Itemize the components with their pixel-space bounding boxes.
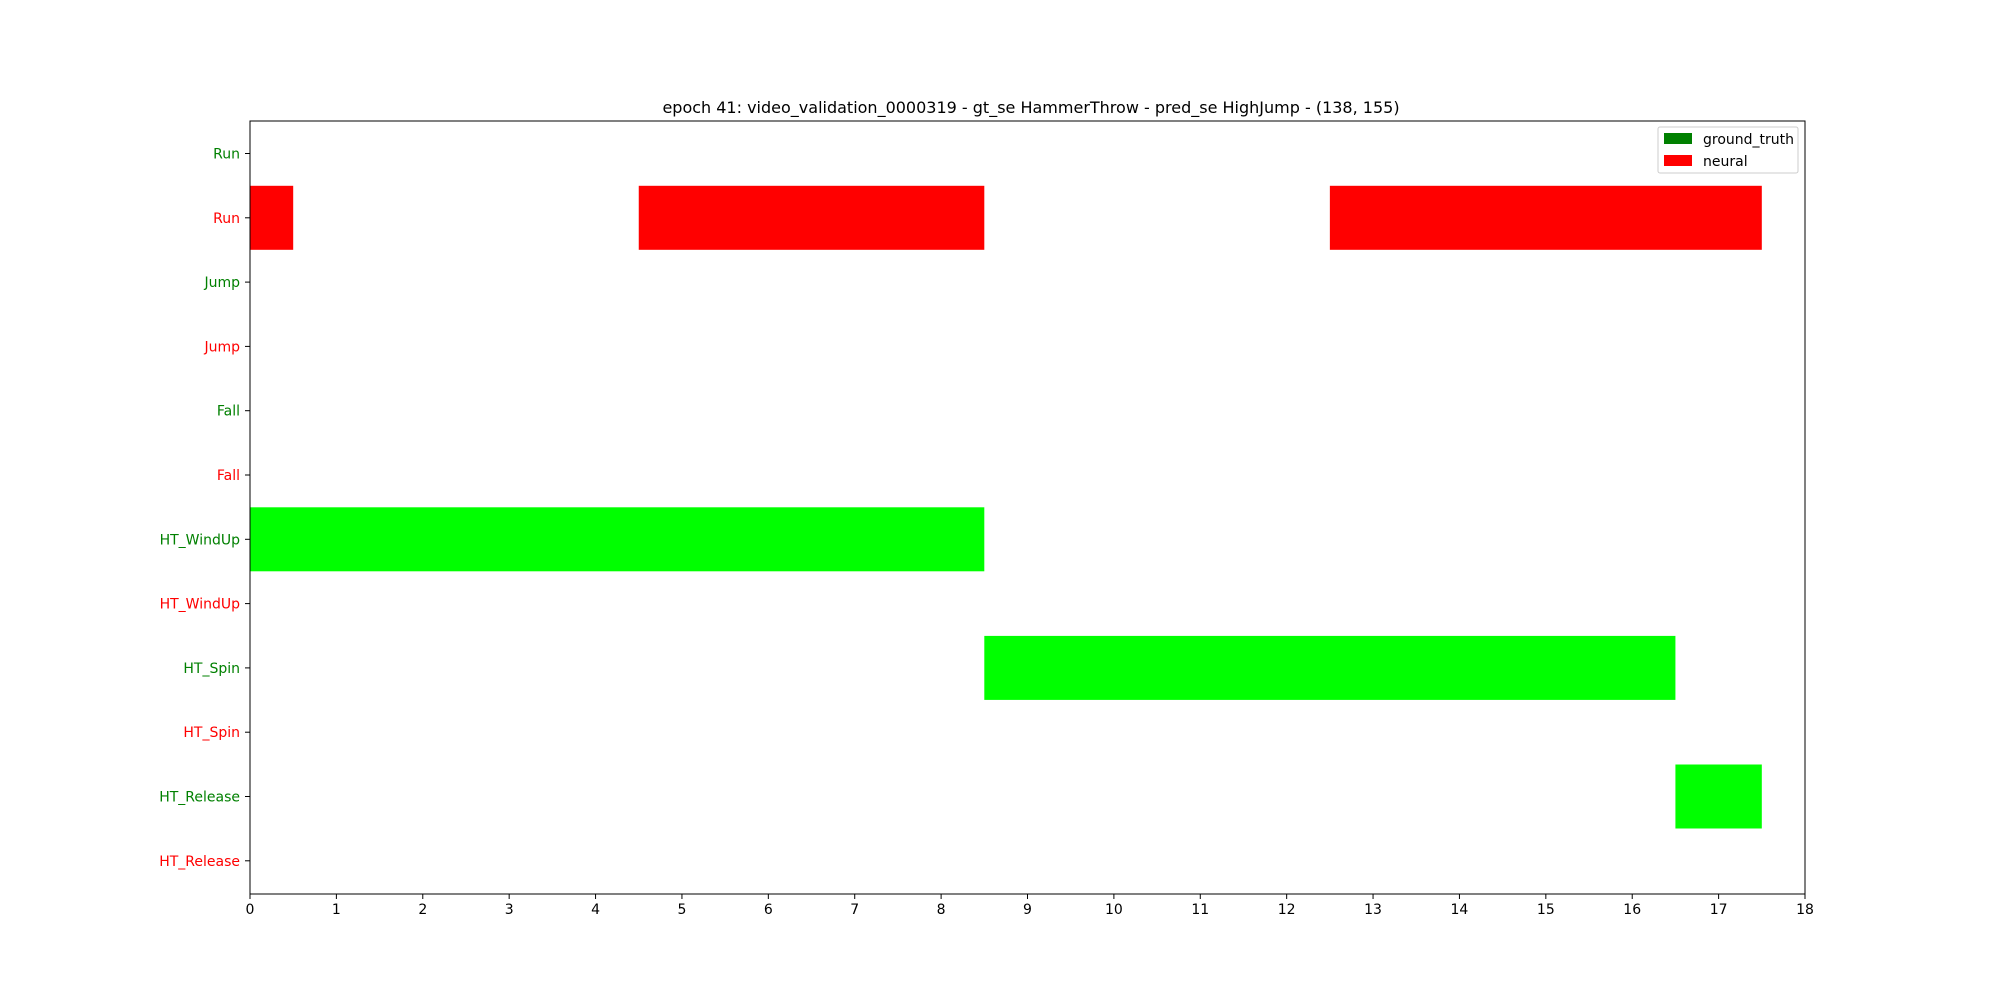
y-tick-label: HT_Release [159, 790, 240, 806]
legend-label-neural: neural [1703, 154, 1748, 170]
x-tick-label: 18 [1796, 902, 1814, 918]
y-tick-label: HT_Release [159, 854, 240, 870]
x-tick-label: 17 [1710, 902, 1728, 918]
y-tick-label: Run [213, 147, 240, 163]
y-tick-label: HT_WindUp [160, 597, 241, 613]
legend-label-ground-truth: ground_truth [1703, 132, 1794, 148]
x-tick-label: 7 [850, 902, 859, 918]
legend-box [1657, 126, 1799, 174]
legend-swatch-ground-truth [1664, 133, 1692, 144]
y-tick-label: Jump [203, 339, 240, 355]
legend-swatch-neural [1664, 155, 1692, 166]
y-tick-label: Jump [203, 275, 240, 291]
legend: ground_truth neural [1657, 126, 1799, 174]
x-axis: 0 1 2 3 4 5 6 7 8 9 10 11 12 13 14 15 16 17 18 [246, 894, 1814, 918]
x-tick-label: 13 [1364, 902, 1382, 918]
bar-segment [1329, 185, 1762, 250]
y-tick-label: HT_Spin [183, 661, 240, 677]
y-tick-label: Run [213, 211, 240, 227]
bar-segment [638, 185, 985, 250]
chart-title: epoch 41: video_validation_0000319 - gt_… [662, 98, 1399, 118]
x-tick-label: 2 [418, 902, 427, 918]
x-tick-label: 1 [332, 902, 341, 918]
x-tick-label: 15 [1537, 902, 1555, 918]
x-tick-label: 10 [1105, 902, 1123, 918]
y-axis: Run Run Jump Jump Fall Fall HT_WindUp HT_WindUp… [159, 147, 250, 870]
y-tick-label: Fall [217, 404, 240, 420]
y-tick-label: Fall [217, 468, 240, 484]
y-tick-label: HT_Spin [183, 725, 240, 741]
y-tick-label: HT_WindUp [160, 532, 241, 548]
x-tick-label: 0 [246, 902, 255, 918]
x-tick-label: 5 [677, 902, 686, 918]
x-tick-label: 16 [1623, 902, 1641, 918]
bar-segment [984, 635, 1676, 700]
x-tick-label: 8 [937, 902, 946, 918]
x-tick-label: 6 [764, 902, 773, 918]
x-tick-label: 9 [1023, 902, 1032, 918]
bar-segment [250, 185, 294, 250]
x-tick-label: 12 [1278, 902, 1296, 918]
x-tick-label: 4 [591, 902, 600, 918]
x-tick-label: 14 [1451, 902, 1469, 918]
bars-layer [250, 185, 1762, 829]
x-tick-label: 11 [1191, 902, 1209, 918]
bar-segment [250, 507, 985, 572]
x-tick-label: 3 [505, 902, 514, 918]
bar-segment [1675, 764, 1762, 829]
